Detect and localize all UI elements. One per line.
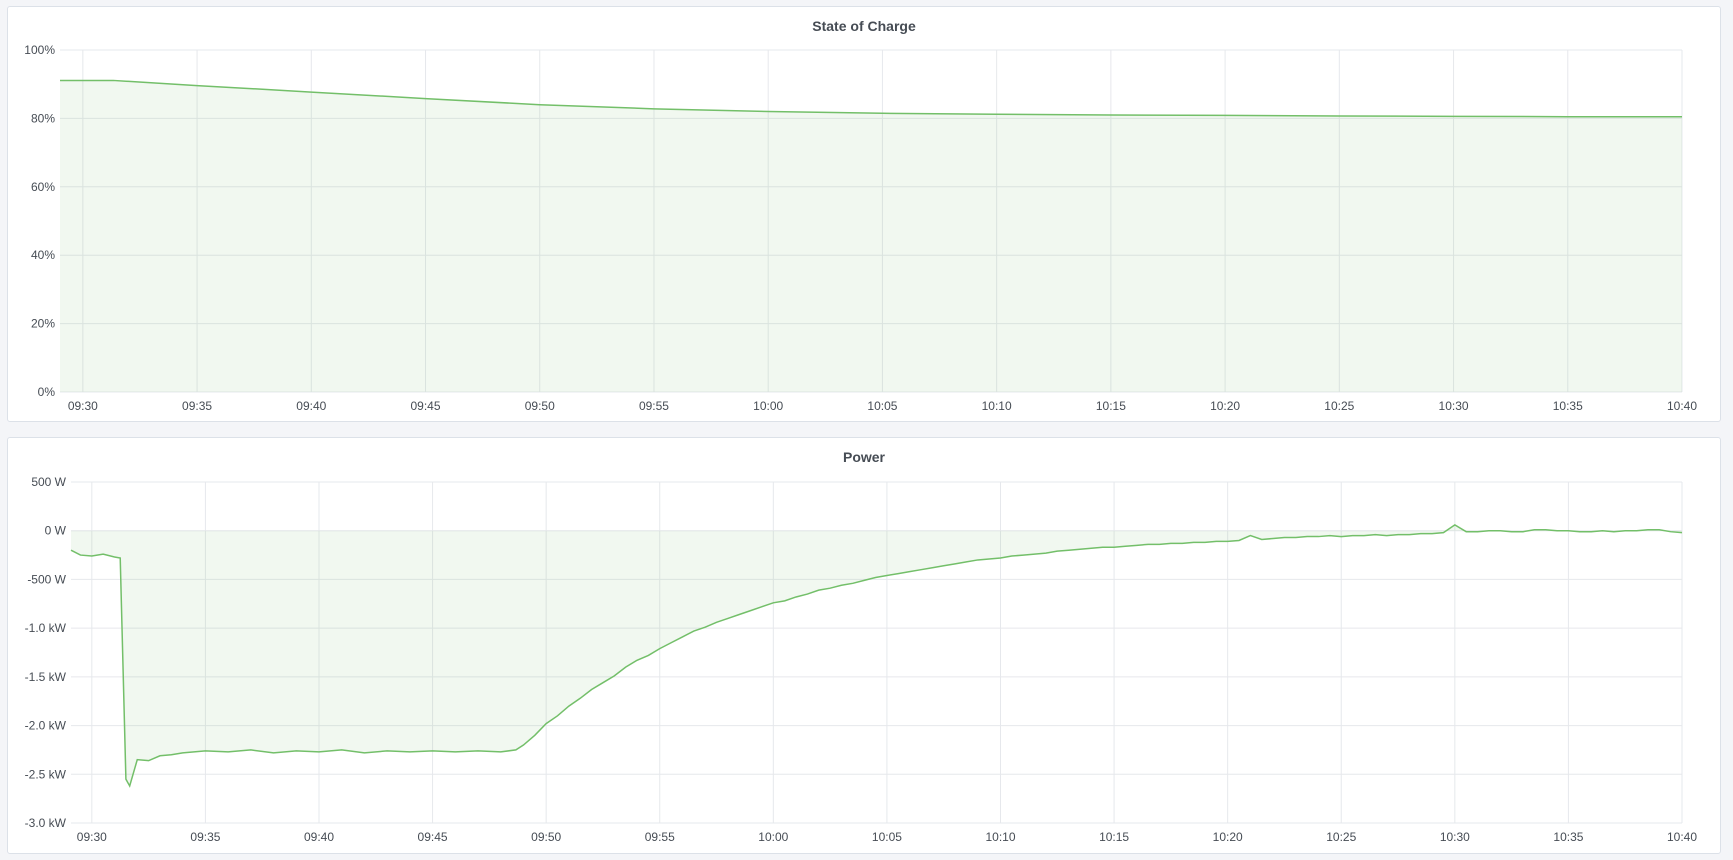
x-tick-label: 09:40 [296, 399, 326, 413]
series-line [70, 523, 1683, 788]
x-tick-label: 09:55 [645, 830, 675, 844]
x-tick-label: 09:45 [411, 399, 441, 413]
y-tick-label: 60% [31, 180, 55, 194]
series-area [60, 80, 1682, 393]
x-tick-label: 09:35 [190, 830, 220, 844]
x-tick-label: 10:00 [753, 399, 783, 413]
y-tick-label: 0 W [45, 524, 67, 538]
x-tick-label: 10:40 [1667, 830, 1697, 844]
y-tick-label: -2.0 kW [25, 719, 67, 733]
x-tick-label: 10:05 [872, 830, 902, 844]
soc-panel: State of Charge 0% 20% 40% 60% 80% 100% 09:30 0… [7, 6, 1721, 422]
series-area [71, 524, 1682, 786]
x-tick-label: 09:35 [182, 399, 212, 413]
y-tick-label: 100% [24, 43, 55, 57]
y-tick-label: -2.5 kW [25, 767, 67, 781]
x-tick-label: 10:20 [1213, 830, 1243, 844]
y-tick-label: -500 W [27, 572, 66, 586]
y-tick-label: -1.0 kW [25, 621, 67, 635]
y-tick-label: 80% [31, 111, 55, 125]
panel-title: State of Charge [812, 18, 916, 34]
y-tick-label: 40% [31, 248, 55, 262]
x-tick-label: 10:35 [1553, 830, 1583, 844]
x-tick-label: 09:50 [531, 830, 561, 844]
soc-chart: 0% 20% 40% 60% 80% 100% 09:30 09:35 09:40 09:45 09… [24, 43, 1697, 413]
power-panel: Power 500 W 0 W -500 W -1.0 kW -1.5 kW -2.0 k… [7, 437, 1721, 854]
x-tick-label: 10:30 [1439, 399, 1469, 413]
y-tick-label: -3.0 kW [25, 816, 67, 830]
x-tick-label: 10:25 [1324, 399, 1354, 413]
y-tick-label: 500 W [31, 475, 66, 489]
x-tick-label: 10:40 [1667, 399, 1697, 413]
x-tick-label: 10:25 [1326, 830, 1356, 844]
x-tick-label: 10:00 [758, 830, 788, 844]
panel-title: Power [842, 449, 885, 465]
x-tick-label: 10:10 [985, 830, 1015, 844]
x-tick-label: 10:10 [982, 399, 1012, 413]
x-tick-label: 09:30 [68, 399, 98, 413]
x-tick-label: 10:05 [867, 399, 897, 413]
x-tick-label: 09:30 [77, 830, 107, 844]
x-tick-label: 09:45 [418, 830, 448, 844]
series-line [60, 79, 1682, 118]
x-tick-label: 09:55 [639, 399, 669, 413]
y-tick-label: 0% [38, 385, 56, 399]
x-tick-label: 10:15 [1099, 830, 1129, 844]
x-tick-label: 10:20 [1210, 399, 1240, 413]
x-tick-label: 09:50 [525, 399, 555, 413]
x-tick-label: 09:40 [304, 830, 334, 844]
power-chart: 500 W 0 W -500 W -1.0 kW -1.5 kW -2.0 kW -2.5 … [25, 475, 1698, 844]
x-tick-label: 10:15 [1096, 399, 1126, 413]
x-tick-label: 10:35 [1553, 399, 1583, 413]
y-tick-label: 20% [31, 317, 55, 331]
x-tick-label: 10:30 [1440, 830, 1470, 844]
y-tick-label: -1.5 kW [25, 670, 67, 684]
